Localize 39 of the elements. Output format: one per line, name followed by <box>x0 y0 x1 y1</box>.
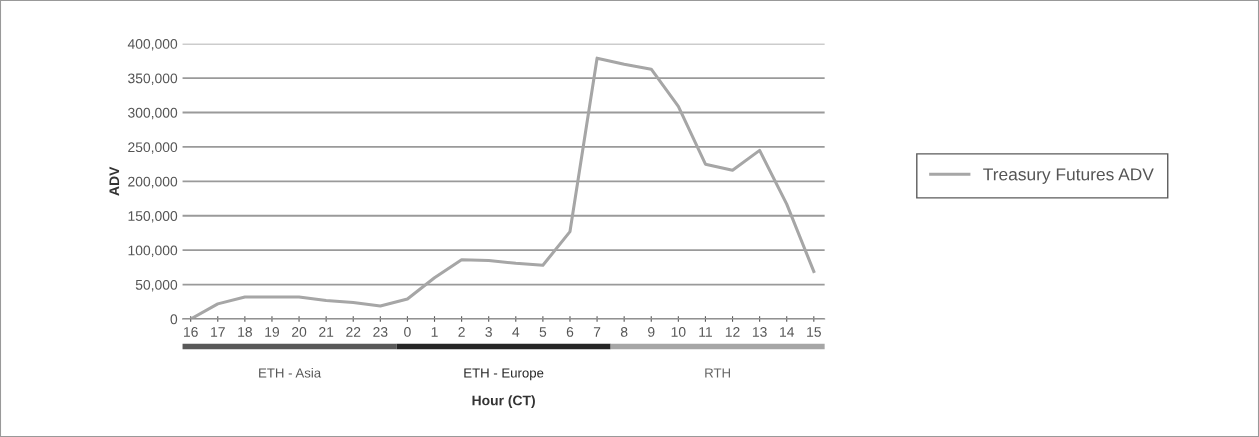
x-tick-label: 23 <box>373 327 388 337</box>
x-tick-label: 11 <box>699 327 712 337</box>
x-tick-label: 17 <box>211 327 225 337</box>
y-tick-label: 100,000 <box>128 245 178 257</box>
text: ETH - Asia <box>259 367 322 378</box>
x-tick-label: 2 <box>458 327 465 337</box>
x-tick-label: 10 <box>671 327 686 337</box>
x-tick-label: 8 <box>620 327 628 337</box>
x-tick-label: 20 <box>292 327 307 337</box>
y-tick-label: 350,000 <box>128 73 178 85</box>
x-tick-label: 22 <box>346 327 361 337</box>
x-tick-label: 16 <box>184 327 198 337</box>
x-tick-label: 9 <box>648 327 655 337</box>
y-tick-label: 0 <box>170 314 178 325</box>
y-axis-title: ADV <box>109 166 120 196</box>
x-tick-label: 4 <box>512 327 520 337</box>
x-tick-label: 12 <box>725 327 740 337</box>
x-tick-label: 5 <box>539 327 547 337</box>
legend-label: Treasury Futures ADV <box>983 168 1154 184</box>
y-tick-label: 400,000 <box>127 39 178 51</box>
x-tick-label: 7 <box>593 327 601 337</box>
x-tick-label: 14 <box>780 327 795 337</box>
text: ETH - Europe <box>464 368 544 381</box>
x-tick-label: 15 <box>807 327 821 337</box>
x-tick-label: 3 <box>485 327 492 337</box>
x-tick-label: 18 <box>238 327 252 337</box>
x-tick-label: 0 <box>404 327 411 337</box>
x-tick-label: 19 <box>265 327 280 337</box>
x-axis-title: Hour (CT) <box>472 395 535 409</box>
x-tick-label: 1 <box>431 327 438 337</box>
x-tick-label: 13 <box>752 327 767 337</box>
y-tick-label: 150,000 <box>128 211 178 223</box>
text: RTH <box>705 368 730 378</box>
y-tick-label: 200,000 <box>128 176 178 189</box>
y-tick-label: 250,000 <box>128 142 178 154</box>
y-tick-label: 50,000 <box>135 279 178 292</box>
y-tick-label: 300,000 <box>128 107 178 120</box>
x-tick-label: 6 <box>566 327 574 337</box>
x-tick-label: 21 <box>319 327 334 337</box>
